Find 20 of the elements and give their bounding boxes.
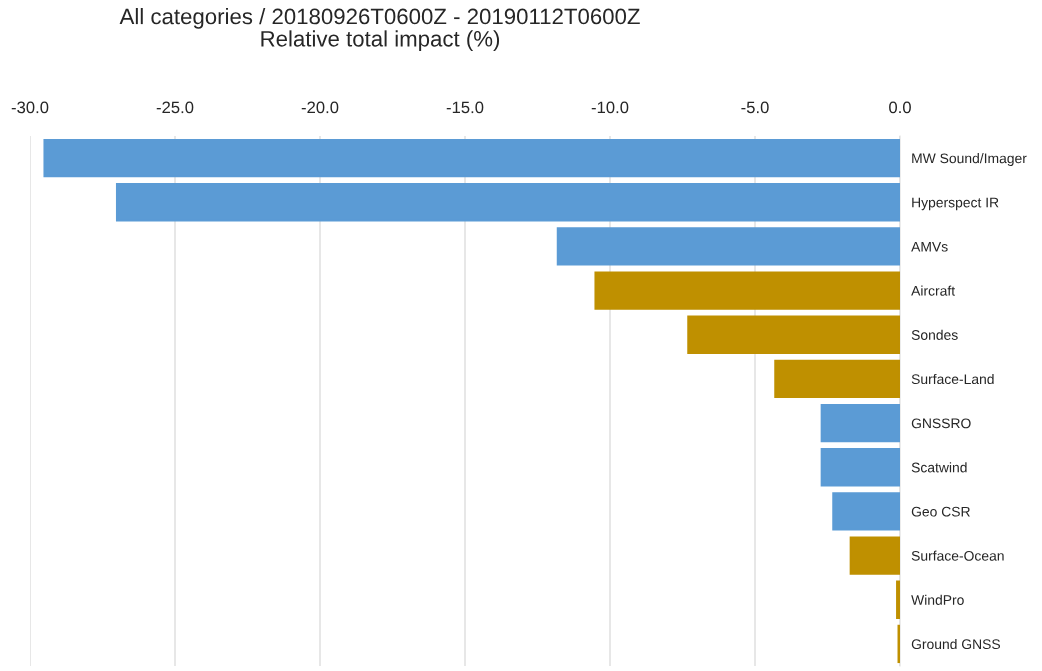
x-tick-label: -10.0 <box>591 101 629 114</box>
y-tick-label: Sondes <box>911 329 958 340</box>
y-tick-label: AMVs <box>911 241 948 252</box>
x-tick-label: -5.0 <box>741 101 769 114</box>
y-tick-label: MW Sound/Imager <box>912 153 1027 166</box>
y-tick-label: Ground GNSS <box>911 638 1001 650</box>
x-tick-label: -30.0 <box>11 101 49 114</box>
x-tick-label: 0.0 <box>889 101 911 114</box>
y-tick-label: WindPro <box>911 594 964 605</box>
y-tick-label: Aircraft <box>911 285 955 296</box>
y-tick-label: Geo CSR <box>911 506 970 517</box>
chart-title: All categories / 20180926T0600Z - 20190112T0600Z Relative total impact (%) <box>119 8 640 52</box>
y-tick-label: Surface-Land <box>911 373 994 385</box>
x-tick-label: -25.0 <box>156 101 194 114</box>
x-tick-label: -15.0 <box>446 101 484 114</box>
y-tick-label: Surface-Ocean <box>911 550 1004 561</box>
y-tick-label: GNSSRO <box>911 418 971 429</box>
y-tick-label: Hyperspect IR <box>912 197 999 211</box>
x-tick-label: -20.0 <box>301 101 339 114</box>
y-tick-label: Scatwind <box>911 462 967 473</box>
